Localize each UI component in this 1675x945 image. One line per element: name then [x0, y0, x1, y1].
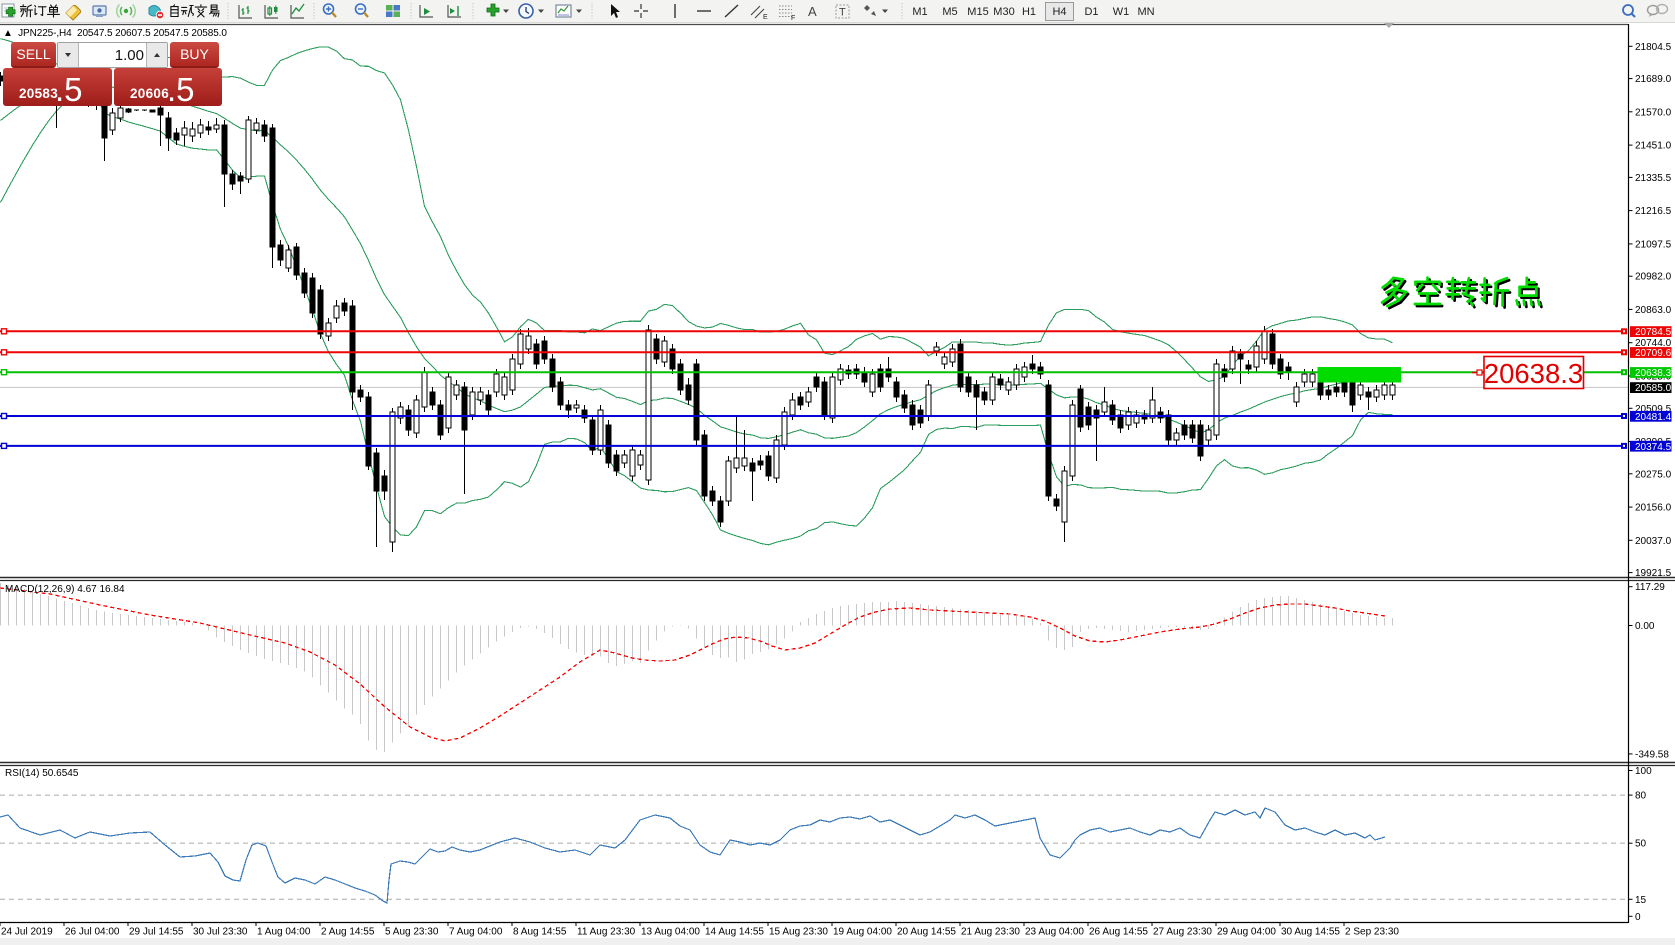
svg-text:21335.5: 21335.5	[1635, 173, 1672, 184]
svg-text:M15: M15	[967, 6, 988, 18]
svg-text:21097.5: 21097.5	[1635, 239, 1672, 250]
svg-text:20709.6: 20709.6	[1635, 348, 1672, 359]
svg-text:24 Jul 2019: 24 Jul 2019	[1, 927, 53, 938]
svg-text:8 Aug 14:55: 8 Aug 14:55	[513, 927, 567, 938]
svg-text:20156.0: 20156.0	[1635, 503, 1672, 514]
svg-text:29 Jul 14:55: 29 Jul 14:55	[129, 927, 184, 938]
svg-text:50: 50	[1635, 839, 1647, 850]
svg-text:H1: H1	[1022, 6, 1036, 18]
svg-text:20481.4: 20481.4	[1635, 412, 1672, 423]
svg-text:13 Aug 04:00: 13 Aug 04:00	[641, 927, 700, 938]
svg-text:M30: M30	[993, 6, 1014, 18]
svg-text:M1: M1	[912, 6, 927, 18]
svg-text:80: 80	[1635, 791, 1647, 802]
svg-text:E: E	[763, 14, 768, 21]
svg-text:20509.5: 20509.5	[1635, 404, 1672, 415]
svg-text:21451.0: 21451.0	[1635, 141, 1672, 152]
svg-text:30 Aug 14:55: 30 Aug 14:55	[1281, 927, 1340, 938]
svg-text:-349.58: -349.58	[1635, 749, 1669, 760]
svg-text:15: 15	[1635, 895, 1647, 906]
svg-text:20037.0: 20037.0	[1635, 536, 1672, 547]
svg-text:100: 100	[1635, 766, 1652, 777]
svg-text:20 Aug 14:55: 20 Aug 14:55	[897, 927, 956, 938]
svg-text:MN: MN	[1137, 6, 1154, 18]
svg-text:7 Aug 04:00: 7 Aug 04:00	[449, 927, 503, 938]
svg-text:1 Aug 04:00: 1 Aug 04:00	[257, 927, 311, 938]
svg-text:F: F	[791, 15, 795, 22]
svg-text:A: A	[808, 4, 817, 19]
svg-text:117.29: 117.29	[1635, 582, 1665, 593]
svg-text:W1: W1	[1113, 6, 1130, 18]
svg-text:M5: M5	[942, 6, 957, 18]
svg-text:30 Jul 23:30: 30 Jul 23:30	[193, 927, 248, 938]
svg-text:21689.0: 21689.0	[1635, 74, 1672, 85]
svg-text:20982.0: 20982.0	[1635, 272, 1672, 283]
svg-text:19921.5: 19921.5	[1635, 568, 1672, 579]
svg-text:20275.0: 20275.0	[1635, 469, 1672, 480]
svg-text:20638.3: 20638.3	[1635, 368, 1672, 379]
svg-text:26 Jul 04:00: 26 Jul 04:00	[65, 927, 120, 938]
svg-text:26 Aug 14:55: 26 Aug 14:55	[1089, 927, 1148, 938]
svg-text:23 Aug 04:00: 23 Aug 04:00	[1025, 927, 1084, 938]
svg-text:20585.0: 20585.0	[1635, 383, 1672, 394]
svg-text:5 Aug 23:30: 5 Aug 23:30	[385, 927, 439, 938]
svg-text:0: 0	[1635, 912, 1641, 923]
svg-text:D1: D1	[1084, 6, 1098, 18]
svg-text:15 Aug 23:30: 15 Aug 23:30	[769, 927, 828, 938]
svg-text:21804.5: 21804.5	[1635, 42, 1672, 53]
svg-text:20638.3: 20638.3	[1484, 358, 1583, 389]
svg-text:11 Aug 23:30: 11 Aug 23:30	[577, 927, 636, 938]
svg-text:14 Aug 14:55: 14 Aug 14:55	[705, 927, 764, 938]
svg-text:RSI(14) 50.6545: RSI(14) 50.6545	[5, 768, 79, 779]
svg-text:21 Aug 23:30: 21 Aug 23:30	[961, 927, 1020, 938]
svg-text:T: T	[839, 7, 846, 19]
svg-text:21570.0: 21570.0	[1635, 107, 1672, 118]
svg-text:21216.5: 21216.5	[1635, 206, 1672, 217]
svg-text:20374.5: 20374.5	[1635, 442, 1672, 453]
svg-text:29 Aug 04:00: 29 Aug 04:00	[1217, 927, 1276, 938]
svg-text:2 Sep 23:30: 2 Sep 23:30	[1345, 927, 1399, 938]
svg-text:20863.0: 20863.0	[1635, 305, 1672, 316]
svg-text:19 Aug 04:00: 19 Aug 04:00	[833, 927, 892, 938]
svg-text:20784.5: 20784.5	[1635, 327, 1672, 338]
svg-text:20744.0: 20744.0	[1635, 338, 1672, 349]
svg-text:27 Aug 23:30: 27 Aug 23:30	[1153, 927, 1212, 938]
svg-text:0.00: 0.00	[1635, 621, 1655, 632]
svg-text:MACD(12,26,9) 4.67 16.84: MACD(12,26,9) 4.67 16.84	[5, 584, 125, 595]
svg-text:2 Aug 14:55: 2 Aug 14:55	[321, 927, 375, 938]
svg-text:H4: H4	[1052, 6, 1066, 18]
